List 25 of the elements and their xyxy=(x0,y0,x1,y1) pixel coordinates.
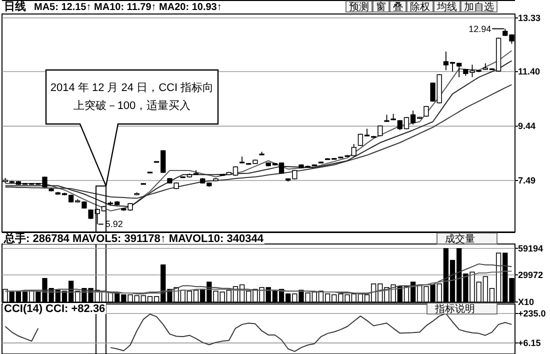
text: 叠 xyxy=(393,2,403,13)
text: 除权 xyxy=(410,1,430,13)
y-tick-label: +6.15 xyxy=(518,338,541,348)
y-tick-label: 29972 xyxy=(518,270,544,280)
y-tick-label: 59194 xyxy=(518,243,544,254)
line-series xyxy=(4,270,512,294)
y-tick-label: +235.0 xyxy=(518,308,546,319)
annotation: 12.94 xyxy=(468,24,492,34)
y-tick-label: X10 xyxy=(518,297,534,307)
line-series xyxy=(4,84,512,199)
y-tick-label: 9.44 xyxy=(518,121,536,132)
text: 均线 xyxy=(436,1,457,13)
text: 加自选 xyxy=(464,1,494,13)
text: 窗 xyxy=(376,1,386,13)
annotation: 成交量 xyxy=(445,233,475,245)
chart-title: 日线 xyxy=(4,0,26,13)
text: 预测 xyxy=(349,1,369,13)
chart-title: CCI(14) CCI: +82.36 xyxy=(4,303,106,315)
annotation: 指标说明 xyxy=(434,303,475,315)
annotation: 2014 年 12 月 24 日，CCI 指标向上突破－100，适量买入 xyxy=(50,82,214,112)
chart-subtitle: MA5: 12.15↑ MA10: 11.79↑ MA20: 10.93↑ xyxy=(34,2,222,13)
chart-title: 总手: 286784 MAVOL5: 391178↑ MAVOL10: 340344 xyxy=(3,232,264,245)
y-tick-label: 13.33 xyxy=(518,12,541,23)
y-tick-label: 11.40 xyxy=(518,66,540,77)
y-tick-label: 7.49 xyxy=(518,175,536,186)
